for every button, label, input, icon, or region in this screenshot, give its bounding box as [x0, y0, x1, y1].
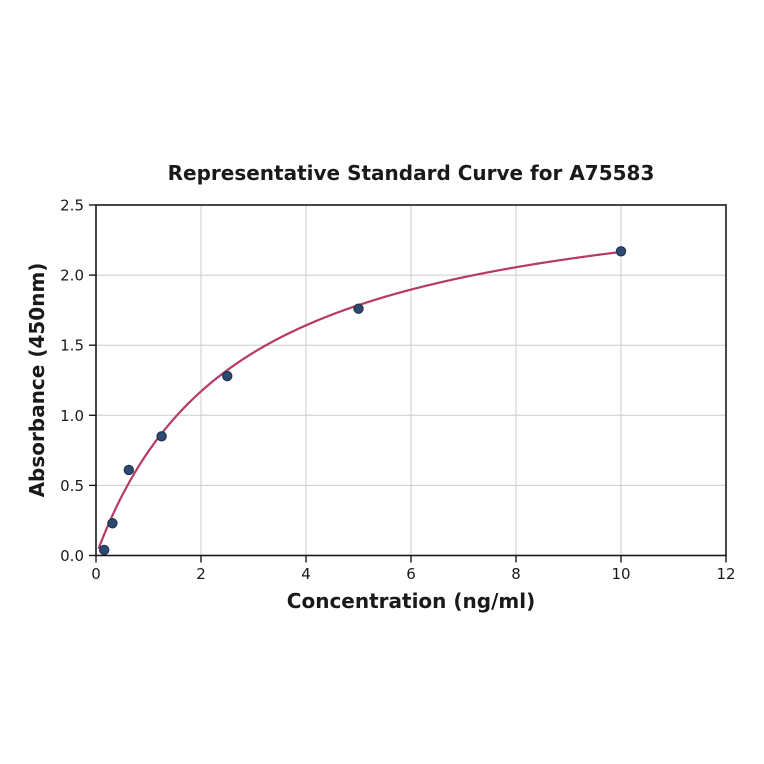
points-layer — [98, 246, 627, 556]
fit-curve — [97, 250, 622, 549]
x-tick-label: 0 — [91, 565, 101, 583]
x-tick-label: 12 — [716, 565, 735, 583]
curve-layer — [97, 250, 622, 549]
y-tick-label: 0.0 — [60, 547, 84, 565]
y-tick-label: 2.5 — [60, 197, 84, 215]
x-tick-label: 10 — [611, 565, 630, 583]
y-tick-label: 2.0 — [60, 267, 84, 285]
data-point — [107, 518, 118, 529]
data-point — [222, 370, 233, 382]
grid-layer — [96, 205, 726, 556]
x-tick-label: 6 — [406, 565, 416, 583]
data-point — [615, 246, 627, 257]
data-point — [156, 431, 167, 442]
x-axis-label: Concentration (ng/ml) — [287, 589, 535, 613]
data-point — [353, 303, 364, 314]
y-tick-label: 1.5 — [60, 337, 84, 355]
data-point — [98, 544, 110, 556]
tick-layer: 0 2 4 6 8 10 12 0.0 0.5 1.0 1.5 2.0 2.5 — [60, 197, 735, 584]
chart-title: Representative Standard Curve for A75583 — [168, 161, 655, 185]
y-tick-label: 0.5 — [60, 477, 84, 495]
x-tick-label: 8 — [511, 565, 521, 583]
y-axis-label: Absorbance (450nm) — [25, 263, 49, 498]
y-tick-label: 1.0 — [60, 407, 84, 425]
data-point — [123, 464, 135, 476]
x-tick-label: 2 — [196, 565, 206, 583]
x-tick-label: 4 — [301, 565, 311, 583]
